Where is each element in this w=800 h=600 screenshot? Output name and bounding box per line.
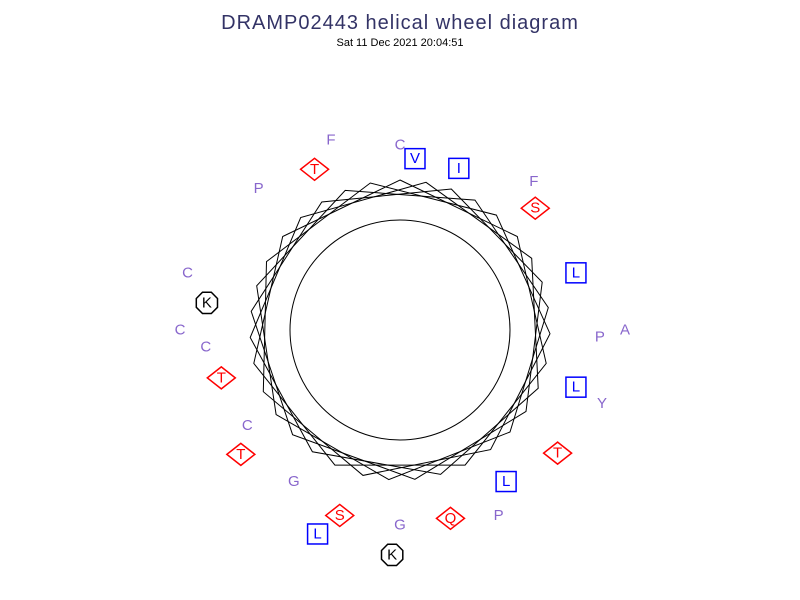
- residue-label: S: [530, 200, 540, 217]
- residue-label: T: [553, 445, 562, 462]
- residue-label: C: [200, 338, 211, 355]
- residue-label: P: [595, 328, 605, 345]
- residue-label: G: [288, 473, 300, 490]
- helical-wheel-diagram: CVIFTFSPLCKPACCLYTTTCLPGQSLGK: [0, 0, 800, 600]
- residue-label: C: [182, 265, 193, 282]
- residue-label: T: [236, 446, 245, 463]
- residue-label: T: [217, 369, 226, 386]
- residue-label: C: [242, 417, 253, 434]
- residue-label: C: [395, 137, 406, 154]
- residue-label: P: [494, 507, 504, 524]
- residue-label: L: [313, 525, 321, 542]
- residue-label: L: [572, 379, 580, 396]
- residue-label: T: [310, 161, 319, 178]
- residue-label: G: [394, 517, 406, 534]
- residue-label: Q: [445, 510, 457, 527]
- residue-label: V: [410, 150, 420, 167]
- residue-label: L: [502, 473, 510, 490]
- residue-label: F: [326, 132, 335, 149]
- residue-label: S: [335, 507, 345, 524]
- residue-label: P: [254, 180, 264, 197]
- residue-label: Y: [597, 395, 607, 412]
- residue-label: C: [175, 322, 186, 339]
- residue-label: F: [529, 173, 538, 190]
- residue-label: A: [620, 322, 630, 339]
- residue-label: I: [457, 160, 461, 177]
- residue-label: K: [387, 546, 397, 563]
- residue-label: L: [572, 264, 580, 281]
- residue-label: K: [202, 294, 212, 311]
